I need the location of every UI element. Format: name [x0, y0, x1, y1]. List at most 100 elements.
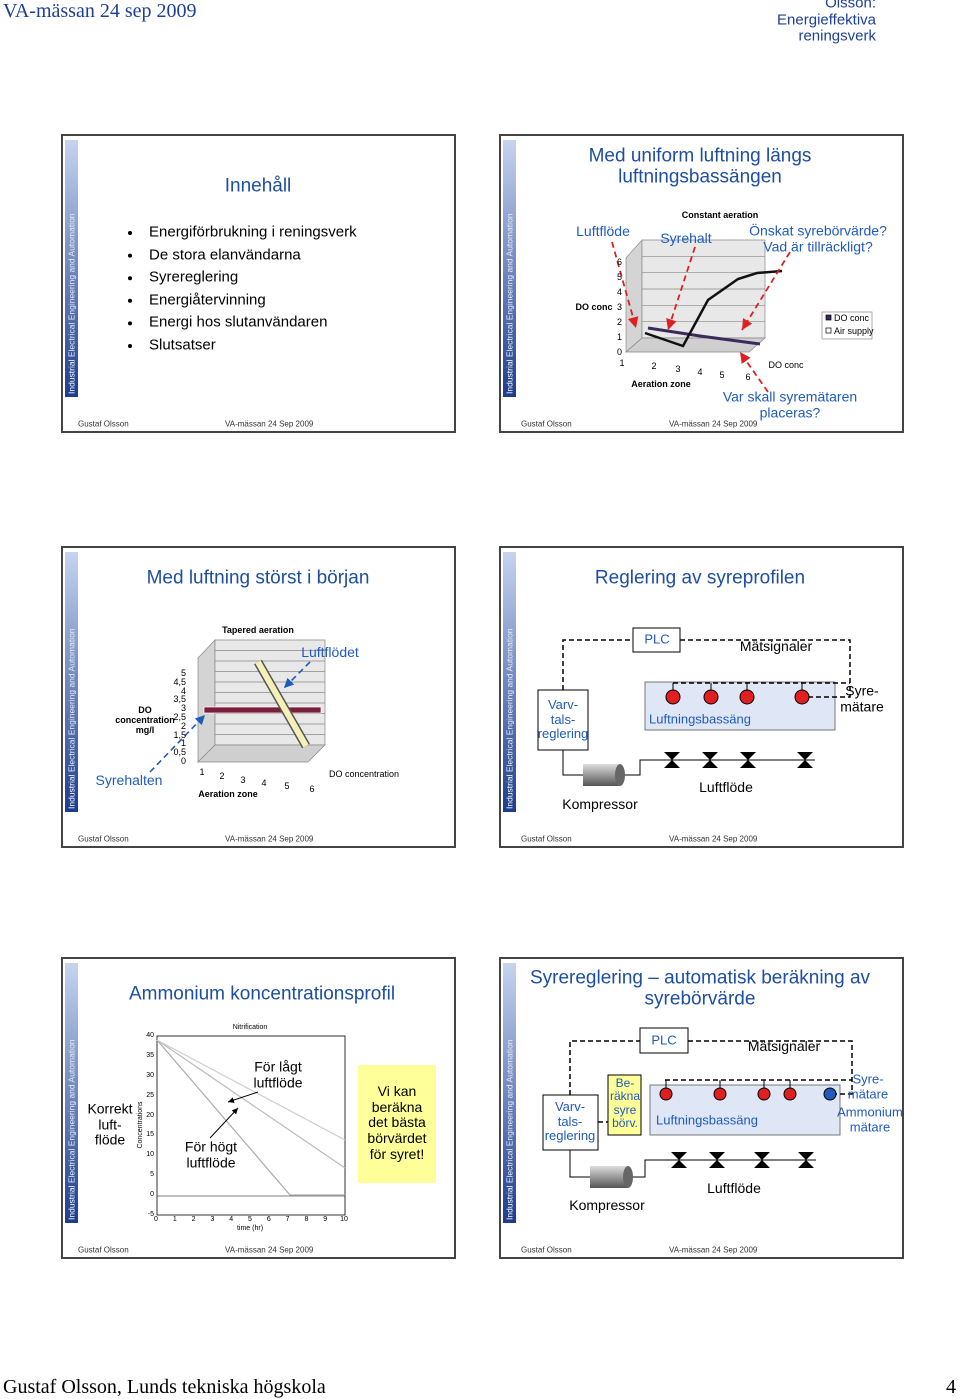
sidebar-text: Industrial Electrical Engineering and Au…	[67, 1039, 77, 1220]
signals-label: Mätsignaler	[739, 638, 813, 655]
chart-tapered-aeration	[149, 639, 326, 773]
slide-title: Med luftning störst i början	[146, 567, 370, 589]
y-tick-label: 0,5	[173, 747, 186, 758]
y-axis-label: DO concentration mg/l	[115, 704, 175, 736]
airflow-label: Luftflöde	[707, 1180, 761, 1197]
y-axis-label: Concentrations	[137, 1101, 145, 1149]
oxygen-meter-label: Syre- mätare	[847, 1071, 889, 1101]
legend-entry: Air supply	[834, 325, 874, 336]
sidebar-first: Industrial	[505, 774, 515, 809]
slide-footer-author: Gustaf Olsson	[78, 834, 129, 844]
bullet-dot	[128, 321, 132, 326]
slide-footer-author: Gustaf Olsson	[521, 419, 572, 429]
bullet-dot	[128, 344, 132, 348]
y-tick-label: 20	[146, 1111, 154, 1119]
annotation: För lågt luftflöde	[253, 1058, 303, 1090]
slide-frame	[499, 546, 904, 848]
legend-entry: DO conc	[834, 312, 870, 323]
y-tick-label: 4	[616, 286, 622, 297]
x-tick-label: 9	[323, 1216, 328, 1224]
y-tick-label: 30	[146, 1071, 154, 1079]
x-tick-label: 10	[340, 1216, 348, 1224]
sidebar	[65, 552, 78, 812]
sidebar-rest: Electrical Engineering and Automation	[505, 213, 515, 357]
sidebar-text: Industrial Electrical Engineering and Au…	[505, 1039, 515, 1220]
bullet-dot	[128, 276, 132, 281]
basin-label: Luftningsbassäng	[649, 711, 751, 727]
x-tick-label: 2	[651, 360, 657, 371]
airflow-label: Luftflöde	[699, 779, 753, 796]
sidebar-rest: Electrical Engineering and Automation	[505, 628, 515, 772]
x-tick-label: 6	[266, 1216, 271, 1224]
x-tick-label: 4	[261, 777, 267, 788]
bullet: De stora elanvändarna	[149, 246, 301, 264]
x-tick-label: 4	[697, 366, 703, 377]
y-tick-label: 2,5	[173, 711, 186, 722]
x-tick-label: 4	[229, 1216, 234, 1224]
sensor	[757, 1087, 771, 1101]
x-tick-label: 7	[285, 1216, 290, 1224]
annotation: Önskat syrebörvärde? Vad är tillräckligt…	[749, 222, 887, 254]
x-tick-label: 5	[284, 780, 290, 791]
y-tick-label: 5	[180, 667, 186, 678]
sidebar-rest: Electrical Engineering and Automation	[67, 213, 77, 357]
valve	[797, 752, 813, 768]
sidebar-text: Industrial Electrical Engineering and Au…	[505, 213, 515, 394]
x-axis-label: time (hr)	[236, 1225, 264, 1233]
series-label: DO conc	[768, 359, 804, 370]
y-tick-label: -5	[147, 1211, 154, 1219]
y-tick-label: 40	[146, 1031, 154, 1039]
sensor	[713, 1087, 727, 1101]
plc-label: PLC	[651, 1032, 677, 1048]
bullet: Syrereglering	[149, 268, 239, 286]
compressor-label: Kompressor	[562, 796, 638, 813]
y-tick-label: 2	[180, 720, 186, 731]
x-tick-label: 5	[719, 369, 725, 380]
y-tick-label: 15	[146, 1131, 154, 1139]
sidebar	[503, 140, 516, 397]
diagram-setpoint	[542, 1027, 853, 1188]
slide-title: Innehåll	[224, 175, 292, 197]
sidebar-text: Industrial Electrical Engineering and Au…	[67, 213, 77, 394]
slide-frame	[499, 134, 904, 433]
x-tick-label: 6	[745, 371, 751, 382]
series-label: DO concentration	[328, 768, 400, 779]
chart-nitrification	[156, 1035, 436, 1216]
y-axis-label: DO conc	[575, 301, 613, 312]
sensor	[739, 689, 755, 705]
x-tick-label: 1	[172, 1216, 177, 1224]
header-right: Gustaf Olsson: Energieffektiva reningsve…	[777, 0, 876, 45]
slide-title: Syrereglering – automatisk beräkning av …	[529, 967, 871, 1010]
sidebar	[65, 963, 78, 1223]
annotation: Var skall syremätaren placeras?	[722, 388, 858, 420]
sensor	[783, 1087, 797, 1101]
slide-title: Reglering av syreprofilen	[594, 567, 806, 589]
y-tick-label: 1,5	[173, 729, 186, 740]
y-tick-label: 0	[150, 1191, 154, 1199]
y-tick-label: 0	[180, 755, 186, 766]
sensor	[665, 689, 681, 705]
slide-frame	[61, 546, 456, 848]
chart-title: Constant aeration	[681, 209, 759, 220]
chart-constant-aeration	[611, 239, 873, 393]
y-tick-label: 3,5	[173, 694, 186, 705]
chart-title: Tapered aeration	[222, 624, 294, 635]
y-tick-label: 10	[146, 1151, 154, 1159]
sensor	[703, 689, 719, 705]
sidebar-first: Industrial	[505, 1185, 515, 1220]
sidebar-text: Industrial Electrical Engineering and Au…	[505, 628, 515, 809]
slide-footer-event: VA-mässan 24 Sep 2009	[669, 834, 758, 844]
annotation: För högt luftflöde	[184, 1138, 238, 1170]
bullet-dot	[128, 253, 132, 258]
slide-frame	[61, 134, 456, 433]
y-tick-label: 6	[616, 256, 622, 267]
chart-title: Nitrification	[232, 1024, 268, 1032]
sidebar	[503, 963, 516, 1223]
valve	[671, 1152, 687, 1168]
sidebar	[65, 140, 78, 397]
y-tick-label: 35	[146, 1051, 154, 1059]
annotation: Syrehalt	[660, 230, 712, 247]
speed-control-label: Varv- tals- reglering	[537, 697, 589, 742]
slide-footer-author: Gustaf Olsson	[521, 834, 572, 844]
